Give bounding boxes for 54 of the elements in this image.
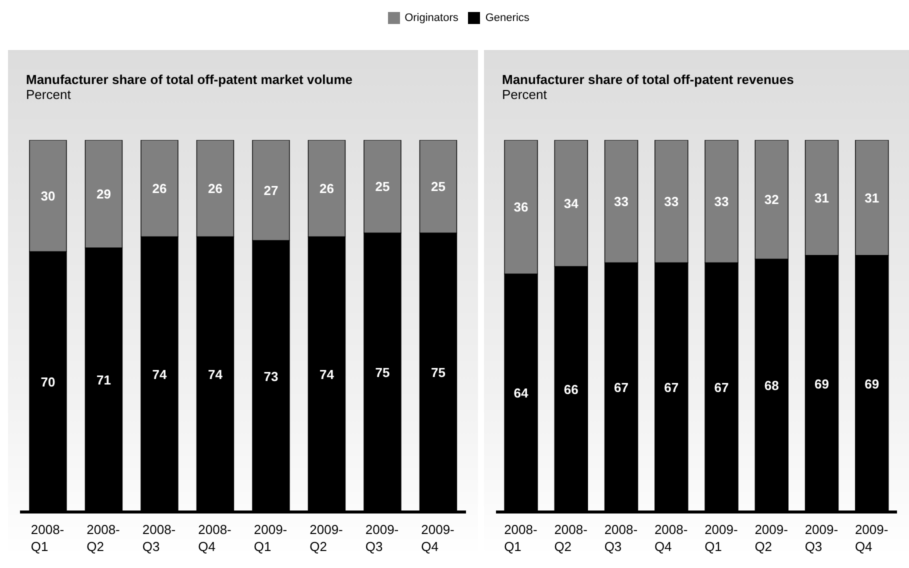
x-tick-label: 2008-Q1 — [30, 522, 64, 554]
chart-title: Manufacturer share of total off-patent revenues — [502, 72, 794, 87]
chart-title: Manufacturer share of total off-patent market volume — [26, 72, 352, 87]
data-label: 74 — [152, 366, 168, 382]
data-label: 32 — [764, 192, 779, 208]
x-tick-label: 2008-Q2 — [554, 522, 588, 554]
data-label: 64 — [514, 386, 530, 401]
data-label: 74 — [319, 366, 335, 382]
data-label: 75 — [430, 365, 446, 380]
data-label: 26 — [152, 180, 167, 196]
x-tick-label: 2008-Q3 — [604, 522, 638, 554]
data-label: 34 — [564, 196, 580, 211]
x-tick-label: 2009-Q3 — [365, 522, 399, 554]
data-label: 67 — [614, 380, 629, 395]
data-label: 67 — [664, 380, 679, 395]
data-label: 31 — [864, 190, 880, 206]
data-label: 29 — [96, 186, 111, 202]
data-label: 25 — [375, 179, 390, 194]
data-label: 25 — [430, 179, 446, 194]
legend-label: Originators — [404, 12, 458, 24]
data-label: 30 — [40, 188, 56, 204]
data-label: 33 — [714, 194, 729, 209]
data-label: 67 — [714, 380, 729, 395]
data-label: 33 — [614, 194, 629, 209]
chart-subtitle: Percent — [26, 87, 72, 102]
data-label: 69 — [864, 376, 880, 392]
chart-subtitle: Percent — [502, 87, 548, 102]
x-tick-label: 2009-Q3 — [804, 522, 838, 554]
data-label: 74 — [208, 366, 224, 382]
data-label: 75 — [375, 365, 390, 380]
legend-label: Generics — [484, 12, 530, 24]
x-tick-label: 2009-Q2 — [310, 522, 343, 554]
x-tick-label: 2008-Q4 — [198, 522, 232, 554]
x-tick-label: 2009-Q1 — [254, 522, 288, 554]
data-label: 27 — [264, 182, 278, 198]
x-tick-label: 2009-Q2 — [754, 522, 788, 554]
data-label: 70 — [40, 374, 56, 390]
data-label: 31 — [814, 190, 830, 206]
data-label: 68 — [764, 378, 779, 394]
x-tick-label: 2009-Q4 — [421, 522, 454, 554]
x-tick-label: 2008-Q3 — [142, 522, 176, 554]
x-tick-label: 2008-Q1 — [504, 522, 538, 554]
x-tick-label: 2009-Q1 — [704, 522, 738, 554]
x-tick-label: 2009-Q4 — [854, 522, 888, 554]
data-label: 36 — [514, 200, 528, 215]
data-label: 71 — [96, 372, 111, 388]
data-label: 26 — [319, 180, 334, 196]
data-label: 66 — [564, 382, 578, 397]
data-label: 26 — [208, 180, 222, 196]
data-label: 73 — [264, 368, 278, 384]
data-label: 69 — [814, 376, 830, 392]
x-tick-label: 2008-Q2 — [86, 522, 120, 554]
data-label: 33 — [664, 194, 679, 209]
x-tick-label: 2008-Q4 — [654, 522, 688, 554]
